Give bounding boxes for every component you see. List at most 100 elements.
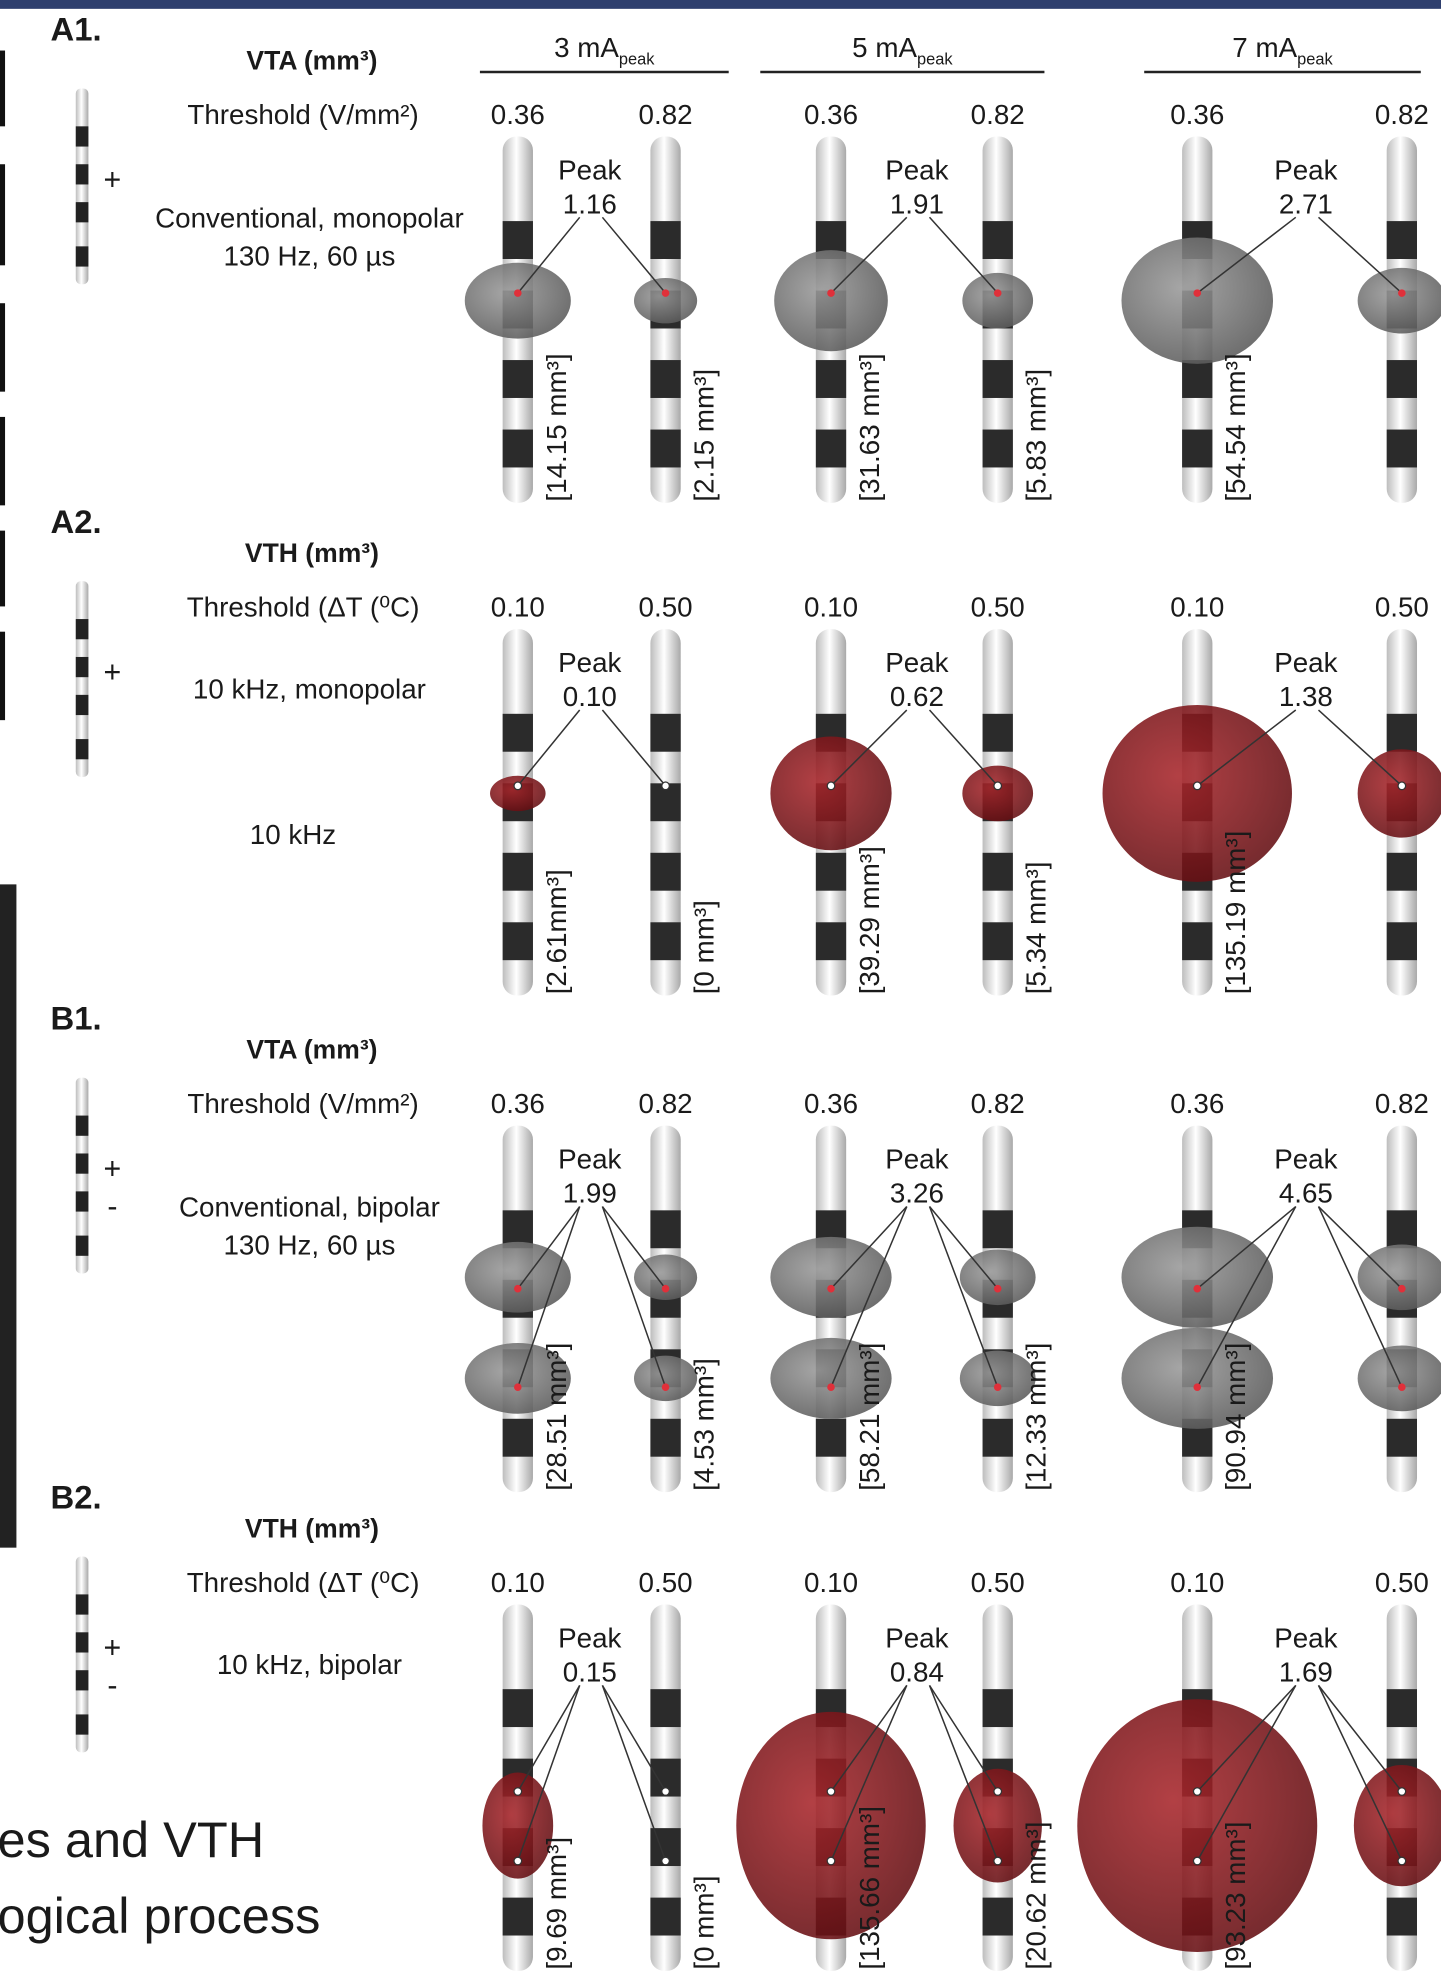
threshold-value: 0.36 (491, 1088, 545, 1119)
lead-contact (76, 695, 89, 715)
lead-contact (76, 1714, 89, 1734)
lead-contact (76, 1116, 89, 1136)
lead-contact (503, 1689, 533, 1727)
peak-word: Peak (885, 647, 948, 678)
measure-label: VTH (mm³) (245, 1514, 379, 1544)
threshold-label: Threshold (ΔT (⁰C) (187, 592, 420, 623)
volume-label: [31.63 mm³] (854, 353, 885, 501)
lead-contact (983, 1689, 1013, 1727)
threshold-value: 0.50 (639, 1567, 693, 1598)
field-volume (1358, 1346, 1441, 1412)
volume-label: [0 mm³] (689, 900, 720, 994)
lead-contact (1387, 1898, 1417, 1936)
peak-value: 0.10 (563, 681, 617, 712)
threshold-value: 0.36 (804, 99, 858, 130)
threshold-value: 0.82 (971, 1088, 1025, 1119)
peak-point (994, 782, 1002, 790)
lead-contact (650, 1419, 680, 1457)
panel-label: B1. (51, 1000, 102, 1037)
peak-point (514, 1857, 522, 1865)
polarity-sign: + (104, 1632, 122, 1665)
lead-contact (650, 853, 680, 891)
threshold-label: Threshold (V/mm²) (187, 1088, 418, 1119)
field-volume (1121, 238, 1273, 364)
peak-word: Peak (1274, 647, 1337, 678)
peak-point (1398, 1857, 1406, 1865)
field-volume (465, 263, 571, 339)
peak-point (1193, 1285, 1201, 1293)
threshold-label: Threshold (ΔT (⁰C) (187, 1567, 420, 1598)
threshold-value: 0.50 (971, 592, 1025, 623)
peak-word: Peak (1274, 1622, 1337, 1653)
mode-text: 10 kHz (250, 819, 336, 850)
figure: es and VTH ogical process 3 mApeak5 mApe… (0, 0, 1441, 1981)
lead-contact (816, 853, 846, 891)
measure-label: VTH (mm³) (245, 538, 379, 568)
polarity-sign: - (107, 1191, 117, 1224)
lead-contact (1387, 922, 1417, 960)
threshold-value: 0.10 (1170, 1567, 1224, 1598)
field-volume (1077, 1699, 1317, 1952)
volume-label: [12.33 mm³] (1021, 1343, 1052, 1491)
peak-point (662, 1857, 670, 1865)
peak-value: 3.26 (890, 1178, 944, 1209)
lead-contact (816, 1419, 846, 1457)
volume-label: [90.94 mm³] (1220, 1343, 1251, 1491)
lead-contact (503, 1898, 533, 1936)
lead-contact (1387, 853, 1417, 891)
panel-label: A1. (51, 10, 102, 47)
lead-contact (1387, 221, 1417, 259)
lead-contact (503, 922, 533, 960)
lead-contact (983, 853, 1013, 891)
lead-contact (1387, 1419, 1417, 1457)
lead-contact (983, 430, 1013, 468)
lead-contact (1182, 360, 1212, 398)
threshold-value: 0.36 (804, 1088, 858, 1119)
mode-text: 130 Hz, 60 µs (223, 1230, 395, 1261)
peak-value: 0.15 (563, 1657, 617, 1688)
polarity-sign: + (104, 1153, 122, 1186)
lead-contact (650, 714, 680, 752)
peak-word: Peak (558, 154, 621, 185)
peak-value: 1.91 (890, 189, 944, 220)
field-volume (1354, 1765, 1441, 1886)
peak-value: 1.16 (563, 189, 617, 220)
threshold-value: 0.10 (491, 592, 545, 623)
lead-contact (650, 1210, 680, 1248)
peak-point (994, 1383, 1002, 1391)
column-sub: peak (619, 50, 655, 68)
lead-contact (1387, 360, 1417, 398)
field-volume (774, 250, 888, 351)
volume-label: [14.15 mm³] (541, 353, 572, 501)
peak-point (1398, 1285, 1406, 1293)
lead-contact (76, 1153, 89, 1173)
threshold-value: 0.82 (971, 99, 1025, 130)
lead-contact (503, 360, 533, 398)
peak-value: 1.38 (1279, 681, 1333, 712)
lead-contact (503, 221, 533, 259)
peak-word: Peak (558, 1144, 621, 1175)
polarity-sign: + (104, 164, 122, 197)
page: es and VTH ogical process 3 mApeak5 mApe… (0, 0, 1441, 1981)
lead-contact (1387, 1210, 1417, 1248)
threshold-value: 0.36 (491, 99, 545, 130)
peak-point (1193, 289, 1201, 297)
field-volume (770, 737, 891, 851)
lead-contact (76, 1632, 89, 1652)
lead-contact (76, 1236, 89, 1256)
peak-word: Peak (1274, 154, 1337, 185)
peak-value: 4.65 (1279, 1178, 1333, 1209)
volume-label: [58.21 mm³] (854, 1343, 885, 1491)
left-dashes (0, 51, 5, 721)
peak-word: Peak (885, 1144, 948, 1175)
peak-point (662, 1788, 670, 1796)
field-volume (962, 766, 1033, 822)
peak-point (662, 1285, 670, 1293)
lead-contact (503, 1419, 533, 1457)
column-sub: peak (1297, 50, 1333, 68)
peak-point (1193, 782, 1201, 790)
field-volume (1358, 749, 1441, 837)
lead-contact (76, 126, 89, 146)
field-volume (962, 273, 1033, 329)
lead-contact (76, 739, 89, 759)
